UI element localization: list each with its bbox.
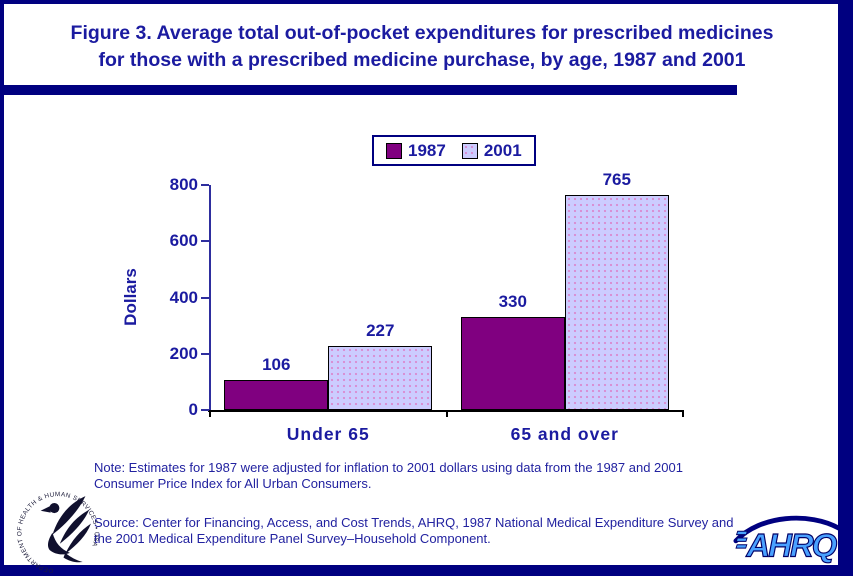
y-tick-mark: [201, 184, 209, 186]
y-tick-label: 200: [169, 343, 198, 363]
bar-1987-under-65: [224, 380, 329, 410]
hhs-eagle-icon: [40, 496, 91, 563]
bar-value-label: 227: [366, 321, 395, 340]
bar-1987-65-and-over: [460, 317, 565, 410]
x-category-label: Under 65: [286, 424, 370, 444]
hhs-department-seal-logo: DEPARTMENT OF HEALTH & HUMAN SERVICES • …: [16, 491, 99, 573]
border-right: [838, 0, 853, 576]
y-tick-label: 0: [188, 400, 198, 419]
ahrq-wordmark: AHRQ: [746, 526, 837, 563]
source-text: Source: Center for Financing, Access, an…: [94, 515, 734, 546]
border-top: [0, 0, 853, 4]
figure-title-line1: Figure 3. Average total out-of-pocket ex…: [70, 22, 774, 44]
bar-value-label: 765: [602, 170, 631, 189]
chart-legend: 1987 2001: [372, 135, 536, 166]
bar-2001-under-65: [328, 346, 433, 410]
legend-item-1987: 1987: [386, 141, 446, 161]
figure-title: Figure 3. Average total out-of-pocket ex…: [12, 20, 832, 74]
legend-swatch-2001: [461, 142, 478, 159]
y-tick-mark: [201, 296, 209, 299]
x-category-label: 65 and over: [510, 424, 619, 444]
x-tick-mark: [682, 410, 684, 417]
y-tick-mark: [201, 409, 209, 411]
border-bottom: [0, 565, 853, 576]
y-axis-line: [209, 185, 211, 412]
border-left: [0, 0, 4, 576]
y-tick-mark: [201, 240, 209, 243]
hhs-seal-circular-text: DEPARTMENT OF HEALTH & HUMAN SERVICES • …: [16, 491, 99, 573]
bar-value-label: 330: [498, 292, 527, 311]
y-tick-mark: [201, 352, 209, 355]
title-divider-bar: [0, 85, 737, 95]
bar-value-label: 106: [262, 355, 291, 374]
y-tick-label: 600: [169, 231, 198, 251]
x-tick-mark: [445, 410, 448, 417]
note-text: Note: Estimates for 1987 were adjusted f…: [94, 460, 683, 491]
ahrq-logo: AHRQ: [733, 515, 841, 564]
y-axis-title: Dollars: [121, 268, 140, 326]
svg-text:DEPARTMENT OF HEALTH & HUMAN S: DEPARTMENT OF HEALTH & HUMAN SERVICES • …: [16, 491, 99, 573]
bar-2001-65-and-over: [564, 195, 669, 410]
y-tick-label: 400: [169, 287, 198, 307]
y-tick-label: 800: [169, 175, 198, 194]
legend-label-1987: 1987: [408, 140, 446, 160]
legend-item-2001: 2001: [461, 140, 522, 161]
figure-title-line2: for those with a prescribed medicine pur…: [98, 49, 746, 71]
x-tick-mark: [209, 410, 211, 417]
legend-swatch-1987: [386, 142, 402, 159]
legend-label-2001: 2001: [483, 140, 522, 160]
